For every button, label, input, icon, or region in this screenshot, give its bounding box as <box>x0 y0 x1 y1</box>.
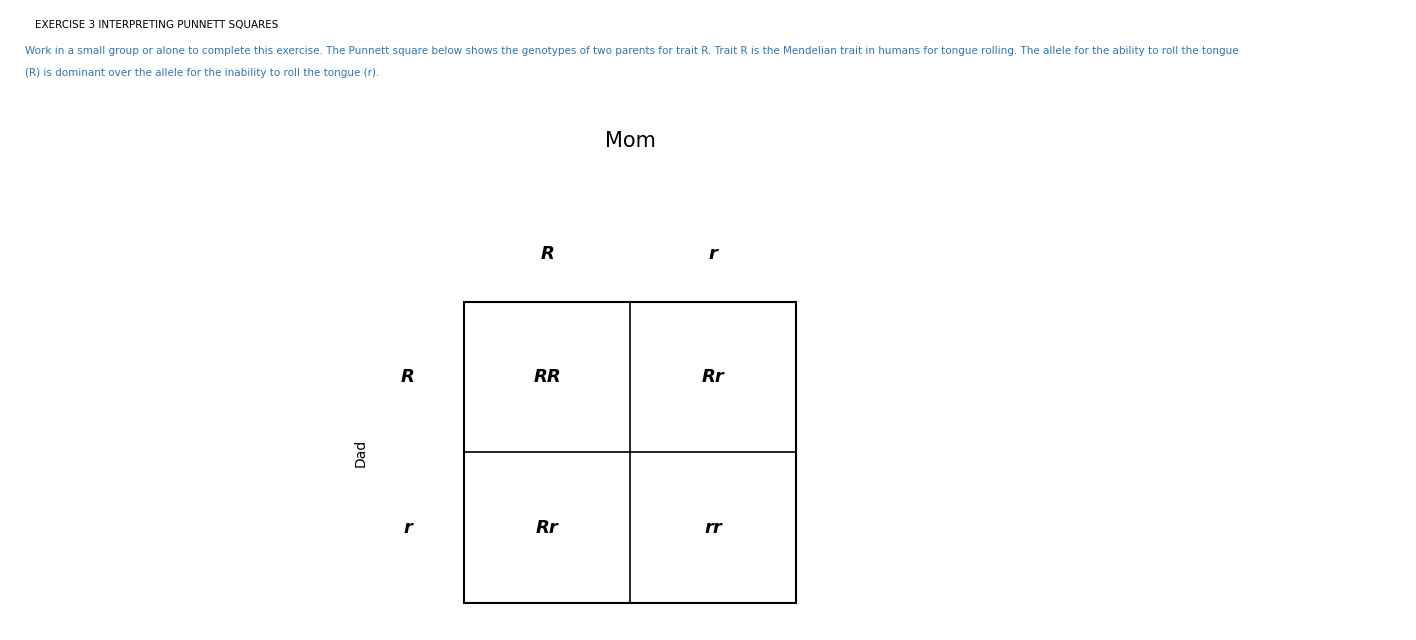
FancyBboxPatch shape <box>464 302 796 603</box>
Text: R: R <box>401 368 415 387</box>
Text: EXERCISE 3 INTERPRETING PUNNETT SQUARES: EXERCISE 3 INTERPRETING PUNNETT SQUARES <box>35 20 279 31</box>
Text: RR: RR <box>534 368 561 387</box>
Text: R: R <box>541 245 554 263</box>
Text: Rr: Rr <box>535 518 559 537</box>
Text: Mom: Mom <box>605 131 656 151</box>
Text: Dad: Dad <box>354 438 368 467</box>
Text: r: r <box>404 518 412 537</box>
Text: r: r <box>708 245 718 263</box>
Text: (R) is dominant over the allele for the inability to roll the tongue (r).: (R) is dominant over the allele for the … <box>25 68 379 79</box>
Text: Work in a small group or alone to complete this exercise. The Punnett square bel: Work in a small group or alone to comple… <box>25 46 1239 56</box>
Text: rr: rr <box>704 518 722 537</box>
Text: Rr: Rr <box>701 368 725 387</box>
